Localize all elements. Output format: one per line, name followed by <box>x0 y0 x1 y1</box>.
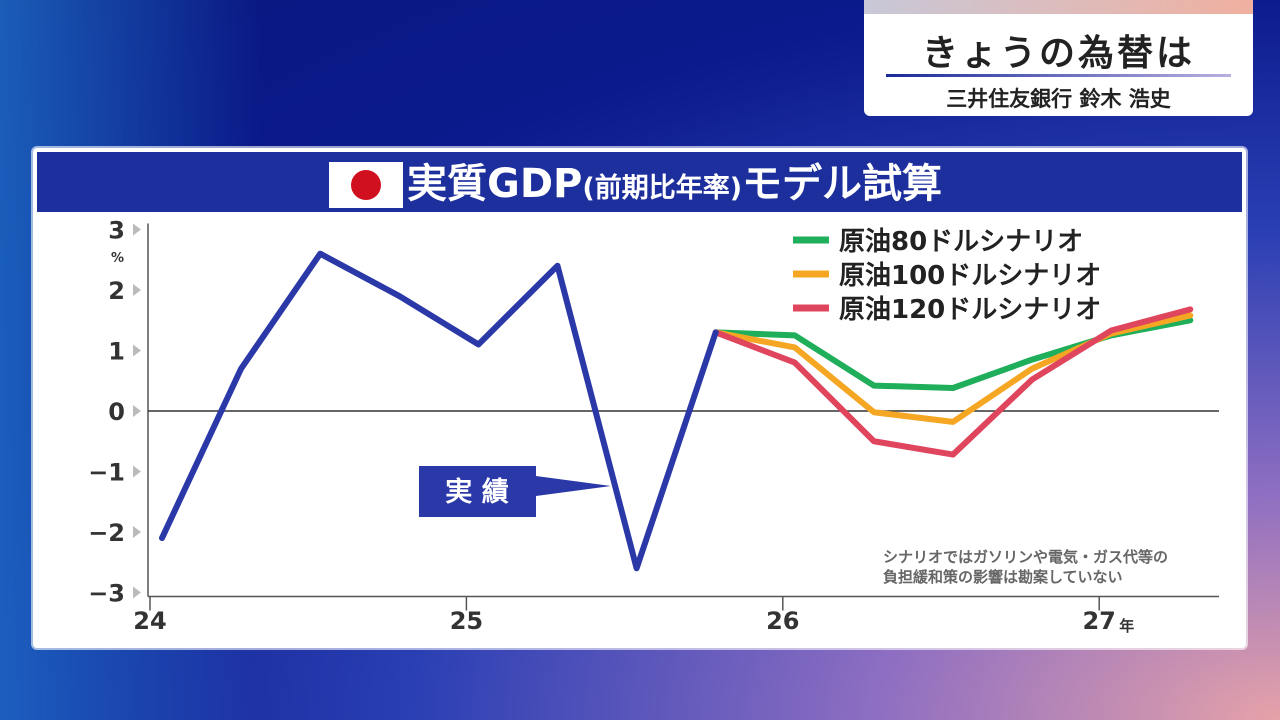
y-tick-marker <box>133 405 141 417</box>
caption-accent-bar <box>864 0 1253 14</box>
gdp-line-chart: 3 2 1 0 −1 −2 −3% 24 25 26 27 年 実 績 原油80ドルシナリオ原油100ドル… <box>88 217 1219 635</box>
y-tick-label: −2 <box>88 519 125 547</box>
chart-note-line: シナリオではガソリンや電気・ガス代等の <box>883 548 1168 566</box>
x-unit-label: 年 <box>1119 617 1134 635</box>
y-tick-label: 3 <box>108 217 125 245</box>
actual-callout-box <box>419 466 611 517</box>
program-caption: きょうの為替は 三井住友銀行 鈴木 浩史 <box>864 0 1253 116</box>
y-tick-label: −1 <box>88 459 125 487</box>
y-tick-marker <box>133 586 141 599</box>
y-tick-marker <box>133 465 141 478</box>
y-tick-label: 1 <box>108 338 125 366</box>
chart-header: 実質GDP(前期比年率)モデル試算 <box>37 152 1242 212</box>
x-tick-label: 24 <box>133 607 166 635</box>
y-unit-label: % <box>111 251 124 266</box>
y-tick-marker <box>133 526 141 538</box>
actual-line <box>159 250 719 572</box>
x-tick-label: 25 <box>450 607 483 635</box>
caption-divider <box>886 74 1231 77</box>
legend-label-3: 原油120ドルシナリオ <box>839 295 1101 325</box>
caption-title: きょうの為替は <box>921 33 1195 74</box>
chart-title-main: 実質GDP <box>407 161 583 207</box>
y-tick-label: 2 <box>108 277 125 305</box>
x-tick-label: 26 <box>766 607 799 635</box>
x-tick-label: 27 <box>1082 607 1115 635</box>
japan-flag-icon <box>329 162 403 208</box>
actual-callout-label: 実 績 <box>445 476 508 508</box>
chart-note-line: 負担緩和策の影響は勘案していない <box>883 568 1123 586</box>
y-tick-label: −3 <box>88 580 125 608</box>
caption-subtitle: 三井住友銀行 鈴木 浩史 <box>946 87 1171 111</box>
y-tick-marker <box>133 223 141 236</box>
chart-title-paren: (前期比年率) <box>582 173 743 204</box>
chart-title-end: モデル試算 <box>742 161 943 207</box>
chart-card: 実質GDP(前期比年率)モデル試算 3 2 1 0 −1 −2 −3% 24 25 26 27 年 実 … <box>33 148 1246 648</box>
y-tick-label: 0 <box>108 398 125 426</box>
scenario-line-3 <box>712 306 1194 458</box>
legend-label-1: 原油80ドルシナリオ <box>839 227 1083 257</box>
legend-label-2: 原油100ドルシナリオ <box>839 261 1101 291</box>
y-tick-marker <box>133 284 141 296</box>
y-tick-marker <box>133 344 141 357</box>
chart-title: 実質GDP(前期比年率)モデル試算 <box>407 154 942 214</box>
